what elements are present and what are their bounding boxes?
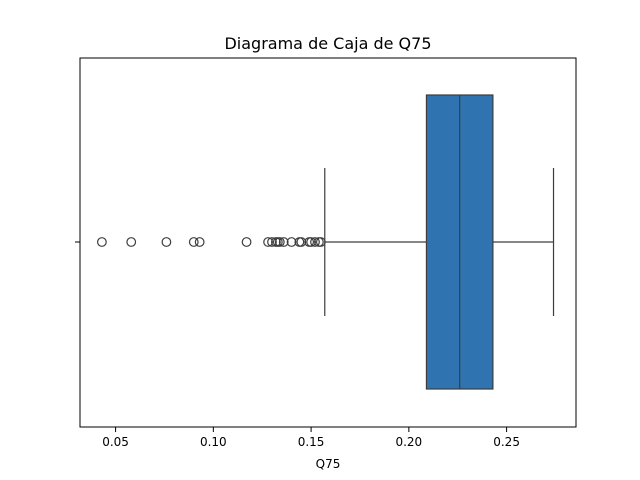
outlier-point (296, 237, 307, 247)
outlier-point (241, 237, 252, 247)
outlier-point (286, 237, 297, 247)
x-tick-label: 0.20 (395, 435, 422, 449)
outlier-point (194, 237, 205, 247)
x-tick-label: 0.25 (493, 435, 520, 449)
x-axis-label: Q75 (316, 457, 341, 471)
outlier-point (310, 237, 320, 247)
outlier-point (274, 237, 285, 247)
outlier-point (188, 237, 199, 247)
outlier-point (315, 237, 326, 247)
box-plot-marks (96, 94, 555, 390)
x-axis-ticks: 0.05 0.10 0.15 0.20 0.25 (102, 427, 520, 449)
outlier-point (306, 237, 316, 247)
outlier-point (267, 237, 277, 247)
chart-title: Diagrama de Caja de Q75 (224, 34, 431, 53)
outlier-point (96, 237, 107, 247)
x-tick-label: 0.10 (200, 435, 227, 449)
outlier-point (278, 237, 289, 247)
x-tick-label: 0.15 (298, 435, 325, 449)
outlier-point (263, 237, 273, 247)
x-tick-label: 0.05 (102, 435, 129, 449)
outlier-point (161, 237, 172, 247)
outlier-point (126, 237, 137, 247)
